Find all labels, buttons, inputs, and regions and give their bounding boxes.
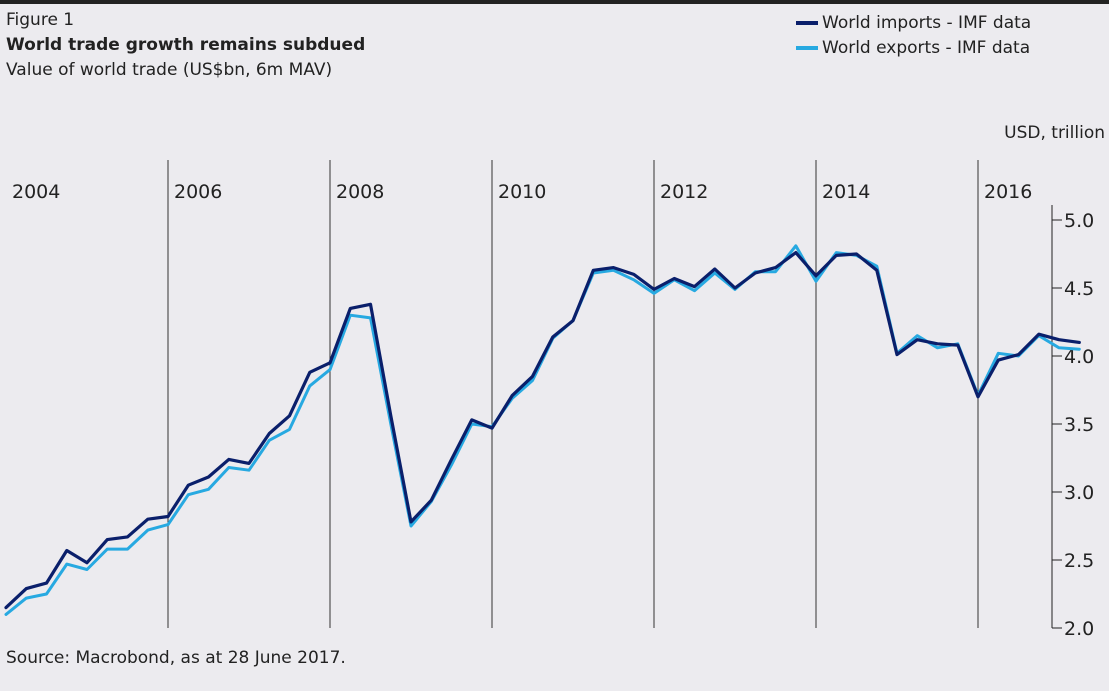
x-tick-label: 2004 xyxy=(12,181,60,203)
chart-title: World trade growth remains subdued xyxy=(6,35,366,55)
x-tick-label: 2012 xyxy=(660,181,708,203)
y-axis-unit-label: USD, trillion xyxy=(1004,123,1105,143)
source-note: Source: Macrobond, as at 28 June 2017. xyxy=(6,648,346,668)
x-tick-label: 2006 xyxy=(174,181,222,203)
legend-item-imports: World imports - IMF data xyxy=(796,10,1031,35)
chart-subtitle: Value of world trade (US$bn, 6m MAV) xyxy=(6,60,333,80)
y-tick-label: 5.0 xyxy=(1064,210,1094,232)
legend-label-imports: World imports - IMF data xyxy=(822,12,1032,33)
x-tick-label: 2010 xyxy=(498,181,546,203)
legend: World imports - IMF data World exports -… xyxy=(796,10,1031,60)
x-tick-label: 2008 xyxy=(336,181,384,203)
series-line-exports xyxy=(4,244,1081,616)
top-rule xyxy=(0,0,1109,4)
x-tick-label: 2016 xyxy=(984,181,1032,203)
y-tick-label: 2.0 xyxy=(1064,618,1094,640)
y-tick-label: 4.5 xyxy=(1064,278,1094,300)
y-tick-label: 4.0 xyxy=(1064,346,1094,368)
legend-item-exports: World exports - IMF data xyxy=(796,35,1031,60)
legend-swatch-exports xyxy=(796,45,818,50)
series-line-imports xyxy=(4,251,1081,610)
y-tick-label: 3.5 xyxy=(1064,414,1094,436)
legend-swatch-imports xyxy=(796,20,818,25)
figure-label: Figure 1 xyxy=(6,10,75,30)
legend-label-exports: World exports - IMF data xyxy=(822,37,1031,58)
y-tick-label: 2.5 xyxy=(1064,550,1094,572)
x-tick-label: 2014 xyxy=(822,181,870,203)
y-tick-label: 3.0 xyxy=(1064,482,1094,504)
